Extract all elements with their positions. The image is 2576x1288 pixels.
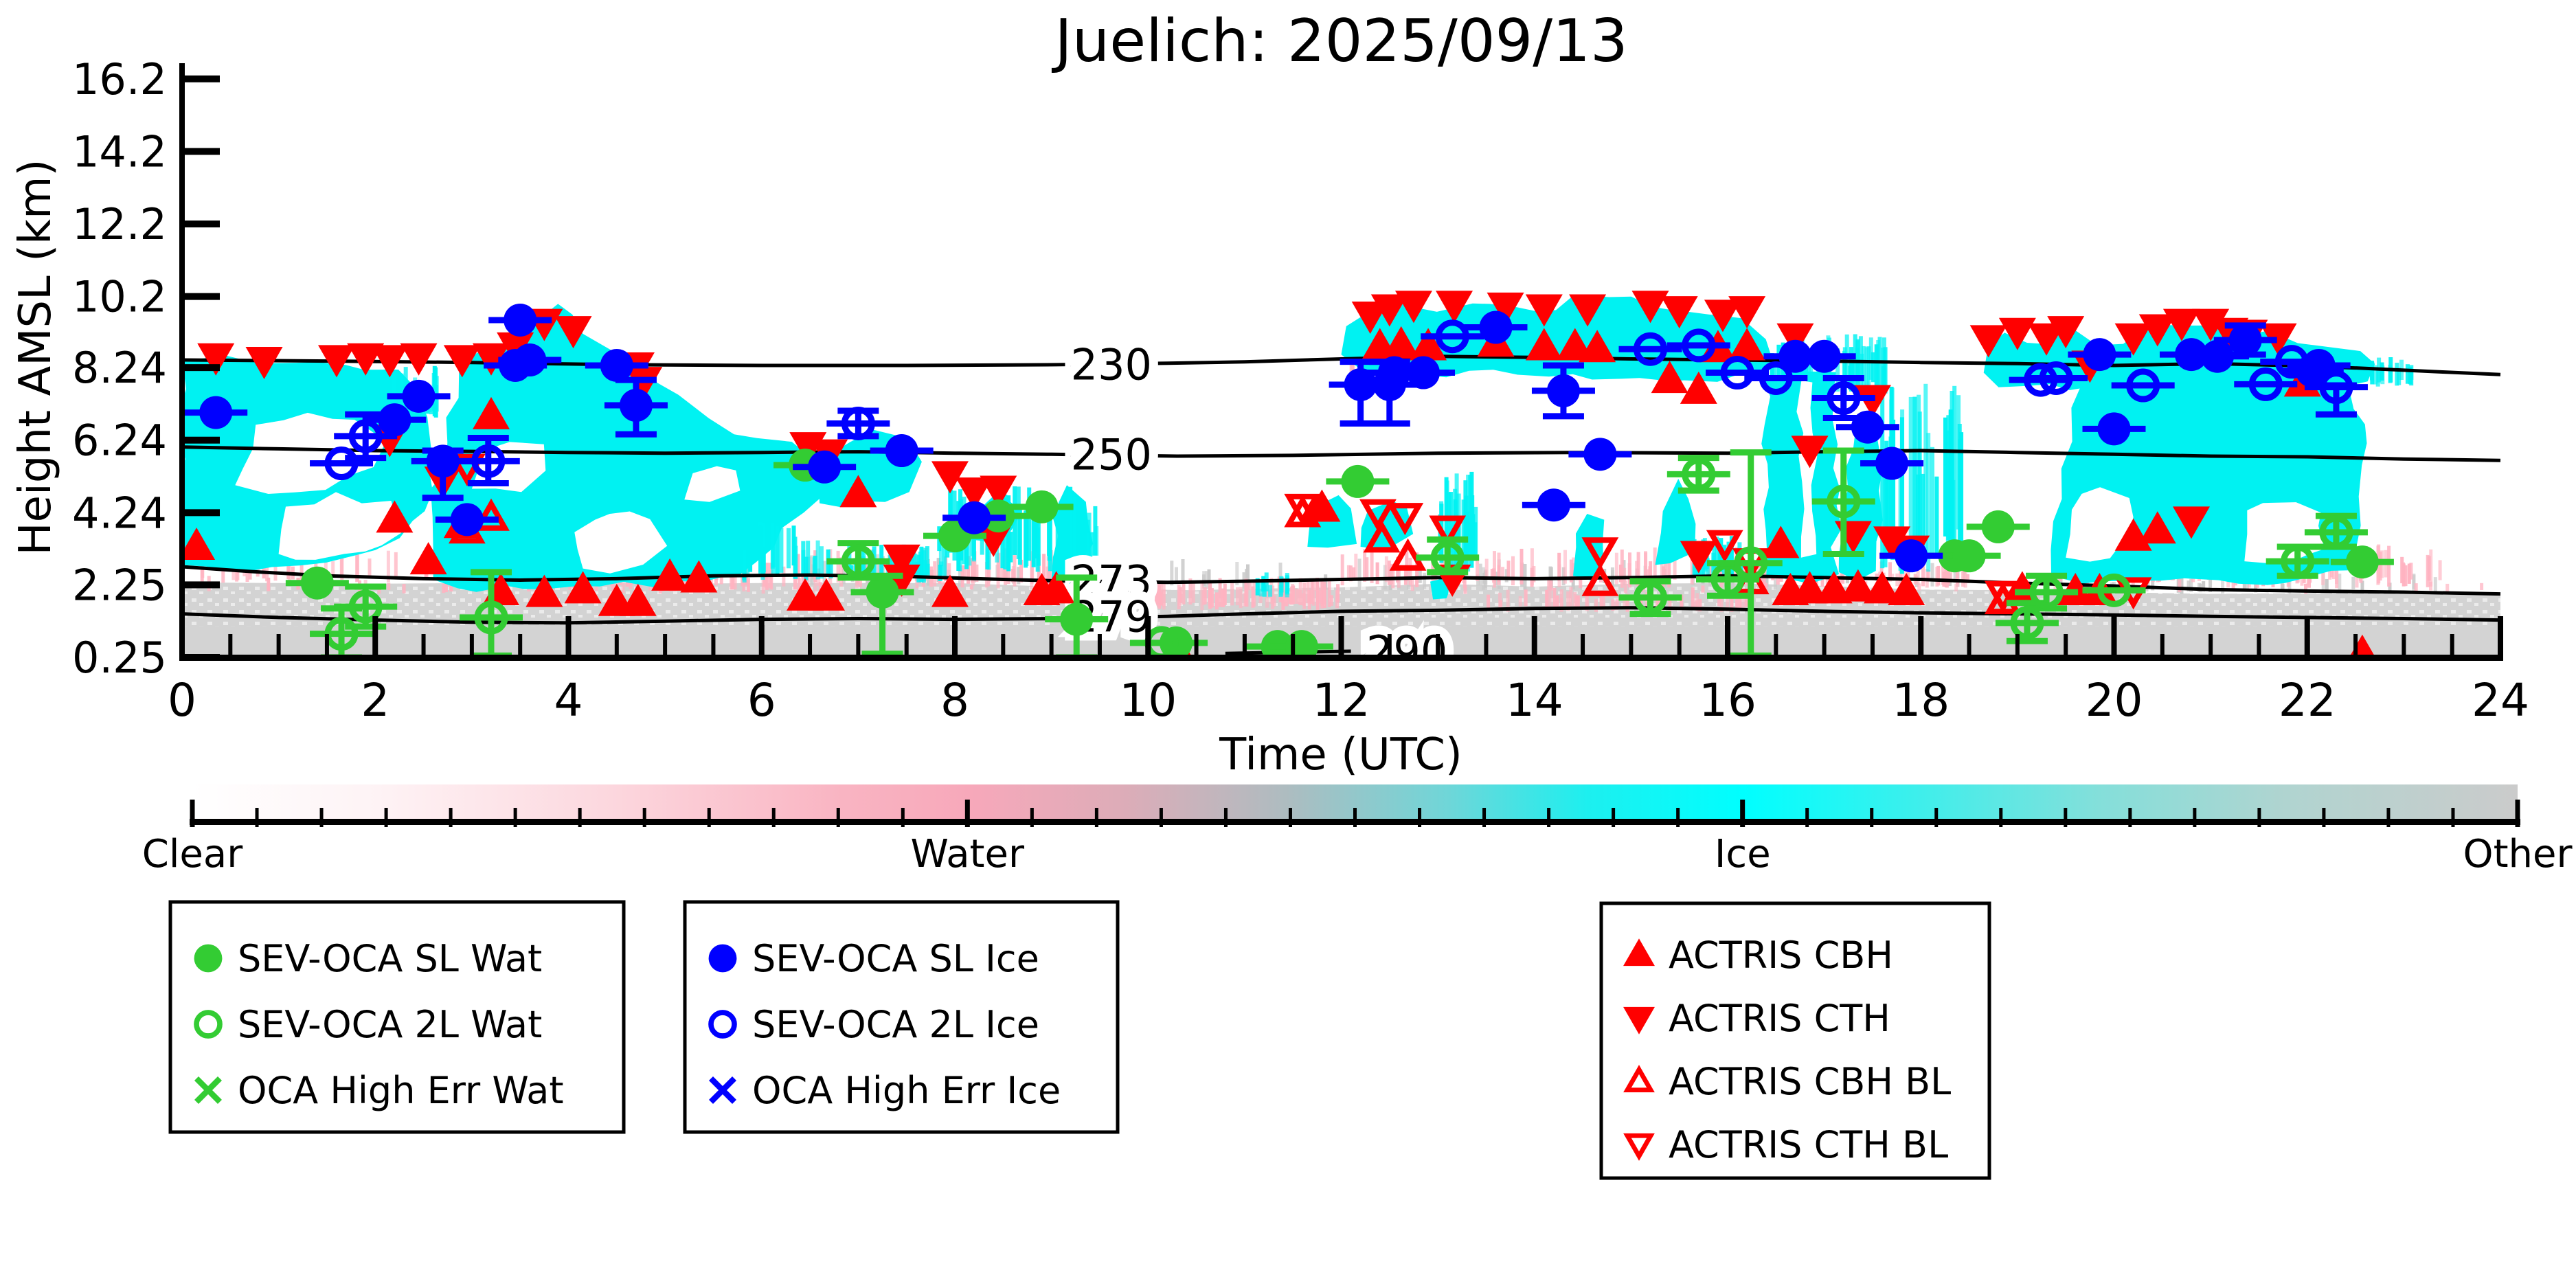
legend-water: SEV-OCA SL Wat SEV-OCA 2L Wat OCA High Err… bbox=[168, 900, 626, 1134]
x-tick-label: 6 bbox=[747, 674, 776, 727]
x-tick-label: 0 bbox=[168, 674, 196, 727]
clear-hole bbox=[2066, 487, 2134, 562]
x-tick-label: 20 bbox=[2086, 674, 2143, 727]
x-tick-label: 4 bbox=[554, 674, 583, 727]
clear-hole bbox=[278, 492, 401, 560]
legend-ice: SEV-OCA SL Ice SEV-OCA 2L Ice OCA High Err… bbox=[683, 900, 1120, 1134]
series-sev-oca-2l-ice bbox=[310, 319, 2368, 487]
legend-item-label: OCA High Err Wat bbox=[238, 1069, 564, 1112]
isotherm-250 bbox=[181, 445, 2501, 462]
clear-hole bbox=[1796, 381, 1818, 558]
y-tick-label: 14.2 bbox=[72, 126, 167, 177]
isotherm-label-230: 230 bbox=[1071, 339, 1152, 389]
colorbar: Clear Water Ice Other bbox=[142, 784, 2573, 877]
x-tick-label: 24 bbox=[2472, 674, 2529, 727]
x-tick-label: 2 bbox=[361, 674, 389, 727]
colorbar-label-clear: Clear bbox=[142, 832, 243, 877]
isotherm-label-290: 290 bbox=[1366, 626, 1447, 677]
y-tick-label: 10.2 bbox=[72, 272, 167, 322]
x-tick-label: 12 bbox=[1313, 674, 1370, 727]
x-axis-label: Time (UTC) bbox=[1219, 730, 1462, 780]
legend-boxes: SEV-OCA SL Wat SEV-OCA 2L Wat OCA High Err… bbox=[168, 900, 1991, 1180]
x-tick-label: 18 bbox=[1892, 674, 1950, 727]
series-sev-oca-sl-ice bbox=[184, 303, 2351, 573]
colorbar-label-other: Other bbox=[2463, 832, 2573, 877]
y-tick-label: 12.2 bbox=[72, 199, 167, 249]
series-sev-oca-2l-wat bbox=[310, 447, 2368, 660]
legend-item-label: SEV-OCA 2L Wat bbox=[238, 1003, 542, 1046]
x-tick-label: 8 bbox=[940, 674, 969, 727]
y-tick-label: 8.24 bbox=[72, 343, 167, 393]
x-tick-label: 10 bbox=[1119, 674, 1177, 727]
legend-item-label: ACTRIS CBH BL bbox=[1669, 1060, 1951, 1103]
y-tick-label: 0.25 bbox=[72, 633, 167, 683]
isotherm-label-250: 250 bbox=[1071, 429, 1152, 479]
colorbar-label-ice: Ice bbox=[1715, 832, 1771, 877]
y-tick-label: 16.2 bbox=[72, 54, 167, 104]
clear-hole bbox=[684, 466, 741, 502]
x-tick-label: 14 bbox=[1506, 674, 1563, 727]
legend-item-label: ACTRIS CTH BL bbox=[1669, 1123, 1948, 1166]
y-tick-label: 6.24 bbox=[72, 416, 167, 466]
legend-item-label: SEV-OCA SL Wat bbox=[238, 937, 542, 980]
legend-item-label: SEV-OCA SL Ice bbox=[752, 937, 1039, 980]
legend-item-label: ACTRIS CBH bbox=[1669, 934, 1893, 977]
x-tick-label: 22 bbox=[2279, 674, 2336, 727]
legend-actris: ACTRIS CBH ACTRIS CTH ACTRIS CBH BL ACTRIS … bbox=[1599, 901, 1991, 1180]
x-axis-spine bbox=[179, 655, 2503, 661]
y-axis-spine bbox=[179, 63, 185, 660]
marker-layer bbox=[181, 291, 2394, 660]
clear-hole bbox=[574, 511, 668, 574]
legend-item-label: ACTRIS CTH bbox=[1669, 997, 1890, 1040]
colorbar-axis bbox=[190, 819, 2520, 825]
x-tick-label: 16 bbox=[1699, 674, 1756, 727]
page-title: Juelich: 2025/09/13 bbox=[1054, 7, 1628, 76]
y-tick-label: 4.24 bbox=[72, 488, 167, 538]
y-tick-label: 2.25 bbox=[72, 560, 167, 610]
legend-item-label: SEV-OCA 2L Ice bbox=[752, 1003, 1039, 1046]
legend-item-label: OCA High Err Ice bbox=[752, 1069, 1061, 1112]
colorbar-label-water: Water bbox=[910, 832, 1025, 877]
